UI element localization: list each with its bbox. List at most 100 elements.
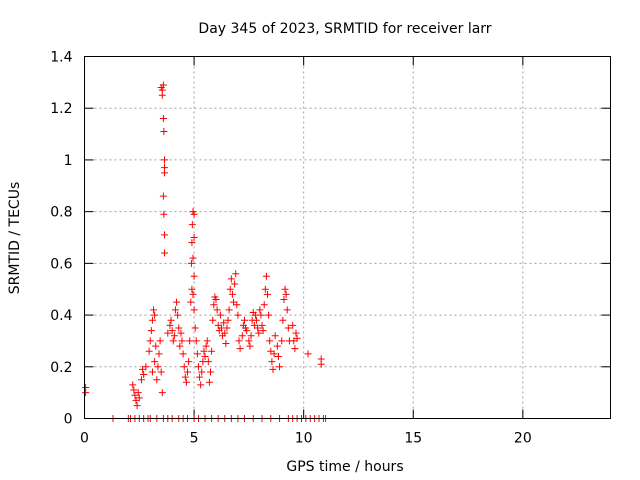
data-point [210, 301, 218, 309]
data-point [187, 259, 195, 267]
data-point [166, 321, 174, 329]
data-point [179, 350, 187, 358]
data-point [153, 376, 161, 384]
data-point [221, 329, 229, 337]
data-point [255, 329, 263, 337]
y-tick-label: 0 [64, 412, 73, 428]
data-point [191, 324, 199, 332]
data-point [276, 363, 284, 371]
data-point [243, 327, 251, 335]
plot-frame [84, 56, 611, 419]
data-point [257, 311, 265, 319]
data-point [240, 316, 248, 324]
data-point [178, 337, 186, 345]
data-point [200, 347, 208, 355]
data-point [289, 321, 297, 329]
data-point [282, 290, 290, 298]
data-point [224, 316, 232, 324]
data-point [278, 337, 286, 345]
data-point [157, 368, 165, 376]
data-point [137, 376, 145, 384]
x-tick-label: 0 [80, 431, 89, 447]
data-point [155, 350, 163, 358]
data-point [190, 272, 198, 280]
data-point [231, 280, 239, 288]
data-point [159, 192, 167, 200]
data-point [225, 306, 233, 314]
data-point [182, 378, 190, 386]
data-point [235, 337, 243, 345]
data-point [158, 389, 166, 397]
data-point [279, 316, 287, 324]
data-point [256, 306, 264, 314]
data-point [82, 389, 90, 397]
data-point [135, 394, 143, 402]
data-point [159, 81, 167, 89]
data-point [234, 311, 242, 319]
y-tick-label: 0.4 [50, 308, 72, 324]
data-point [222, 340, 230, 348]
data-point [130, 386, 138, 394]
data-point [190, 210, 198, 218]
data-point [151, 311, 159, 319]
data-point [201, 352, 209, 360]
data-point [268, 358, 276, 366]
data-point [228, 290, 236, 298]
data-point [140, 371, 148, 379]
data-point [270, 350, 278, 358]
data-point [304, 350, 312, 358]
data-point [190, 234, 198, 241]
data-point [274, 352, 282, 360]
data-point [227, 275, 235, 283]
data-point [271, 332, 279, 340]
data-point [192, 337, 200, 345]
x-tick-label: 15 [404, 431, 422, 447]
data-point [260, 301, 268, 309]
data-point [146, 337, 154, 345]
data-point [174, 311, 182, 319]
data-point [273, 342, 281, 350]
data-point [159, 115, 167, 123]
data-point [160, 156, 168, 164]
data-point [168, 327, 176, 335]
y-axis-label: SRMTID / TECUs [7, 182, 23, 295]
data-point [160, 210, 168, 218]
y-tick-label: 0.6 [50, 256, 72, 272]
data-point [247, 332, 255, 340]
data-point [164, 329, 172, 337]
axis-ticks: 0 0.2 0.4 0.6 0.8 1 1.2 1.4 0 5 10 15 20 [50, 50, 611, 447]
data-point [209, 316, 217, 324]
data-point [291, 345, 299, 353]
data-point [150, 306, 158, 314]
data-point [196, 373, 204, 381]
data-point [189, 290, 197, 298]
data-point [292, 329, 300, 337]
data-point [261, 285, 269, 293]
data-point [185, 358, 193, 366]
data-point [152, 342, 160, 350]
data-point [204, 358, 212, 366]
data-point [142, 363, 150, 371]
data-point [189, 254, 197, 262]
data-point [293, 334, 301, 342]
data-point [269, 365, 277, 373]
data-point [190, 306, 198, 314]
data-point [167, 316, 175, 324]
data-point [160, 127, 168, 135]
data-point [148, 368, 156, 376]
data-point [283, 306, 291, 314]
data-point [233, 301, 241, 309]
data-point [151, 358, 159, 366]
data-point [193, 350, 201, 358]
data-point [264, 290, 272, 298]
data-point [280, 296, 288, 304]
data-point [212, 296, 220, 304]
data-point [216, 311, 224, 319]
data-point [173, 298, 181, 306]
x-tick-label: 5 [190, 431, 199, 447]
data-point [202, 342, 210, 350]
data-point [176, 342, 184, 350]
data-point [160, 249, 168, 257]
data-point [207, 368, 215, 376]
data-point [158, 91, 166, 99]
